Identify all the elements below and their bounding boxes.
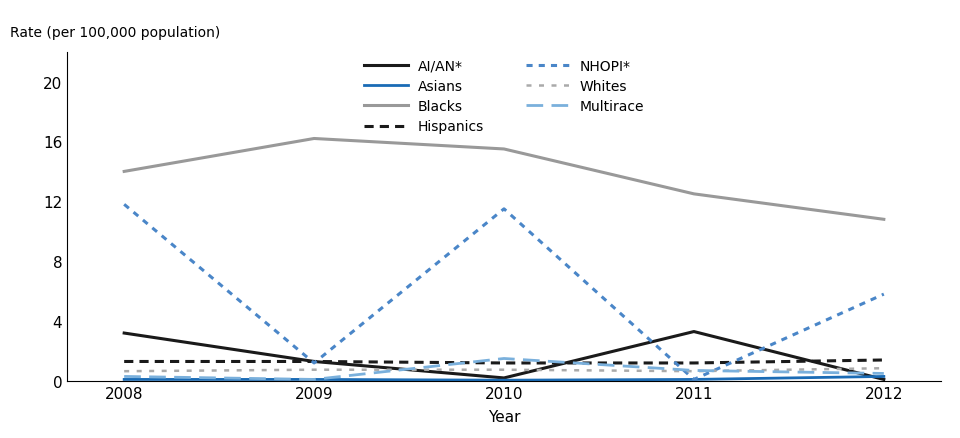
- X-axis label: Year: Year: [488, 409, 520, 424]
- Text: Rate (per 100,000 population): Rate (per 100,000 population): [11, 26, 221, 40]
- Legend: AI/AN*, Asians, Blacks, Hispanics, NHOPI*, Whites, Multirace: AI/AN*, Asians, Blacks, Hispanics, NHOPI…: [364, 60, 644, 134]
